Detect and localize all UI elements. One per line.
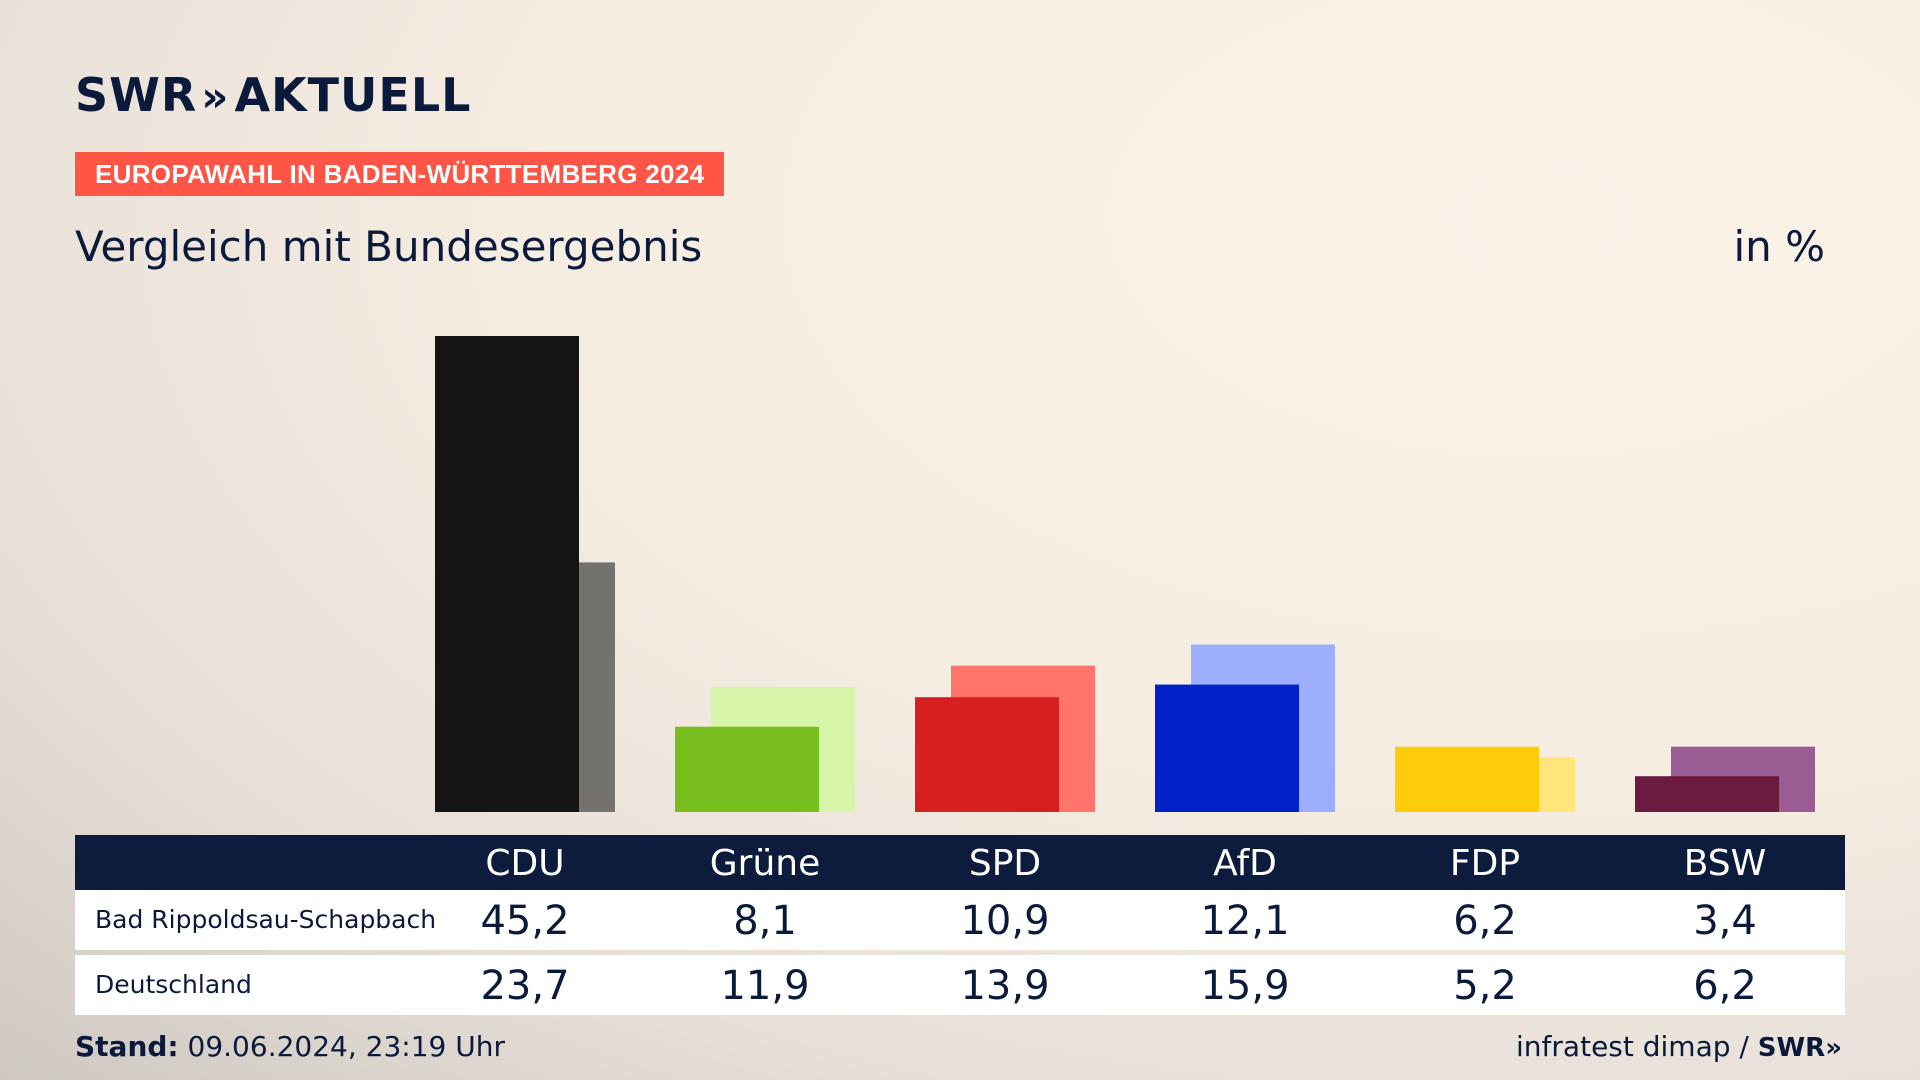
header-bsw: BSW [1683,843,1767,884]
stand-label: Stand: [75,1030,179,1063]
value-local-bsw: 3,4 [1693,898,1757,944]
value-national-bsw: 6,2 [1693,963,1757,1009]
value-local-cdu: 45,2 [480,898,570,944]
value-national-fdp: 5,2 [1453,963,1517,1009]
header-spd: SPD [968,843,1042,884]
source-text: infratest dimap / [1516,1030,1749,1063]
bar-local-bsw [1635,776,1779,812]
stand-value: 09.06.2024, 23:19 Uhr [187,1030,505,1063]
value-local-grüne: 8,1 [733,898,797,944]
value-national-cdu: 23,7 [480,963,570,1009]
bar-local-grüne [675,726,819,812]
bar-local-afd [1155,684,1299,812]
chart-subtitle: Vergleich mit Bundesergebnis [75,222,703,271]
header-cdu: CDU [485,843,565,884]
timestamp: Stand: 09.06.2024, 23:19 Uhr [75,1030,505,1063]
bar-local-fdp [1395,746,1539,812]
table-row-local: Bad Rippoldsau-Schapbach 45,2 8,1 10,9 12,1… [75,890,1845,950]
header-grüne: Grüne [709,843,821,884]
results-table: CDU Grüne SPD AfD FDP BSW Bad Rippoldsau-Scha… [75,835,1845,1015]
header-afd: AfD [1213,843,1277,884]
swr-aktuell-logo: SWR» AKTUELL [75,68,471,122]
row-label-local: Bad Rippoldsau-Schapbach [95,905,437,934]
table-row-national: Deutschland 23,7 11,9 13,9 15,9 5,2 6,2 [75,955,1845,1015]
value-local-fdp: 6,2 [1453,898,1517,944]
value-national-afd: 15,9 [1200,963,1290,1009]
table-header: CDU Grüne SPD AfD FDP BSW [75,835,1845,890]
logo-aktuell: AKTUELL [234,68,472,122]
source-brand: SWR» [1757,1033,1842,1063]
header-fdp: FDP [1449,843,1521,884]
value-local-spd: 10,9 [960,898,1050,944]
election-badge: EUROPAWAHL IN BADEN-WÜRTTEMBERG 2024 [75,152,725,196]
value-national-grüne: 11,9 [720,963,810,1009]
source-credit: infratest dimap / SWR» [1516,1030,1842,1063]
row-label-national: Deutschland [95,970,252,999]
logo-swr: SWR [75,68,198,122]
value-national-spd: 13,9 [960,963,1050,1009]
bar-local-cdu [435,336,579,812]
bar-local-spd [915,697,1059,812]
value-local-afd: 12,1 [1200,898,1290,944]
unit-label: in % [1733,222,1825,271]
